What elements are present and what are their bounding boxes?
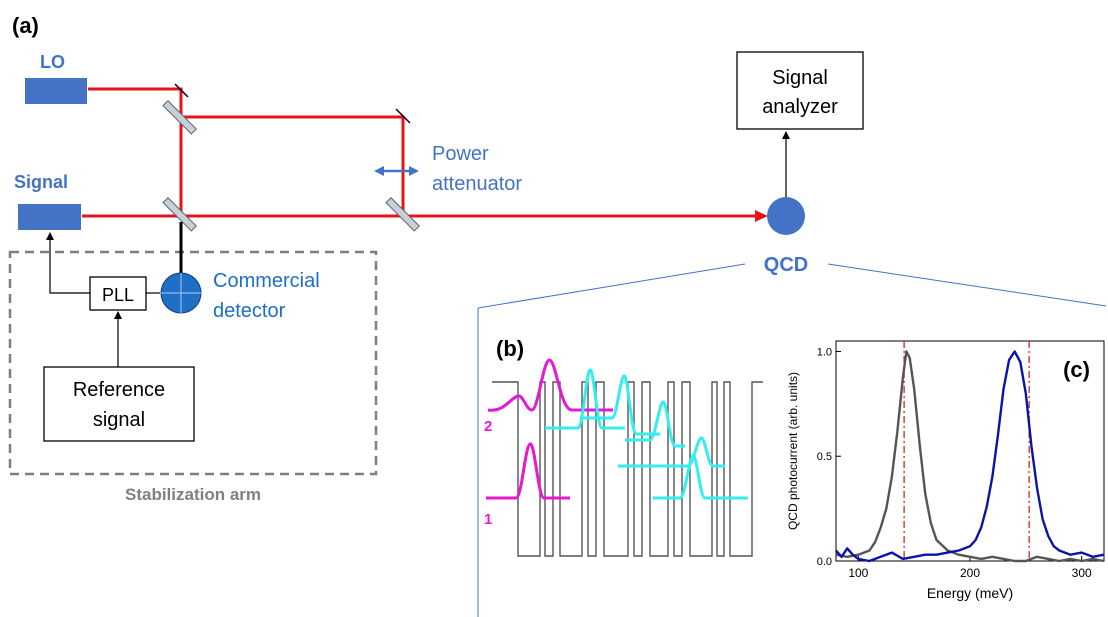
x-tick-label: 200: [960, 566, 980, 580]
x-tick-label: 100: [848, 566, 868, 580]
power-attenuator-label-1: Power: [432, 143, 489, 165]
series-line-blue: [835, 350, 1105, 563]
zoom-line-right: [827, 263, 1107, 307]
conduction-band-profile: [492, 381, 763, 557]
reference-to-pll-arrow: [114, 311, 122, 319]
reference-signal-box: [43, 366, 195, 442]
signal-label: Signal: [14, 172, 68, 192]
mirror-2: [395, 108, 411, 124]
pll-to-signal-arrow: [46, 232, 54, 240]
signal-analyzer-label-2: analyzer: [762, 96, 838, 118]
commercial-detector-label-2: detector: [213, 300, 286, 322]
wavefunction-cyan-c: [625, 400, 685, 448]
y-tick-label: 1.0: [817, 346, 832, 358]
series-line-gray: [835, 350, 1105, 563]
zoom-line-left: [477, 263, 746, 309]
wavefunction-cyan-e: [653, 454, 748, 500]
lo-delay-beam: [181, 115, 405, 216]
chart-ylabel: QCD photocurrent (arb. units): [786, 372, 800, 530]
wavefunction-cyan-b: [580, 374, 660, 436]
beam-arrow-head: [755, 210, 768, 222]
beam-splitter-1: [162, 100, 197, 135]
attenuator-arrow-left: [374, 166, 384, 176]
attenuator-arrow-right: [409, 166, 419, 176]
state-2-label: 2: [484, 418, 492, 435]
reference-signal-label-1: Reference: [73, 379, 165, 401]
photocurrent-chart: 100 200 300 0.0 0.5 1.0 (c) Energy (meV) QCD …: [786, 340, 1105, 601]
stabilization-arm-label: Stabilization arm: [125, 485, 261, 504]
qcd-label: QCD: [764, 254, 808, 276]
state-1-label: 1: [484, 511, 492, 528]
commercial-detector-label-1: Commercial: [213, 270, 320, 292]
x-tick-label: 300: [1072, 566, 1092, 580]
chart-xlabel: Energy (meV): [927, 585, 1013, 601]
beam-splitter-2: [162, 197, 197, 232]
y-tick-label: 0.5: [817, 451, 832, 463]
power-attenuator-label-2: attenuator: [432, 173, 522, 195]
stabilization-arm-box: [8, 250, 378, 476]
lo-source: [25, 78, 87, 104]
beam-splitters: [162, 100, 420, 232]
pll-to-signal-line: [49, 238, 90, 294]
beam-splitter-3: [385, 197, 420, 232]
laser-beams: [82, 87, 760, 218]
mirror-1: [174, 83, 189, 98]
band-diagram: 2 1: [484, 358, 763, 557]
signal-analyzer-box: [736, 51, 864, 130]
reference-signal-label-2: signal: [93, 409, 145, 431]
qcd-detector: [767, 197, 805, 235]
wavefunction-1: [486, 442, 570, 500]
wavefunction-cyan-a: [545, 368, 625, 430]
panel-label-c: (c): [1063, 357, 1090, 382]
lo-label: LO: [40, 52, 65, 72]
panel-label-b: (b): [496, 336, 524, 361]
pll-label: PLL: [102, 285, 134, 305]
qcd-to-analyzer-arrow: [782, 131, 790, 139]
wavefunction-2: [487, 358, 613, 412]
y-tick-label: 0.0: [817, 556, 832, 568]
panel-label-a: (a): [12, 13, 39, 38]
signal-source: [18, 204, 81, 230]
signal-analyzer-label-1: Signal: [772, 67, 828, 89]
